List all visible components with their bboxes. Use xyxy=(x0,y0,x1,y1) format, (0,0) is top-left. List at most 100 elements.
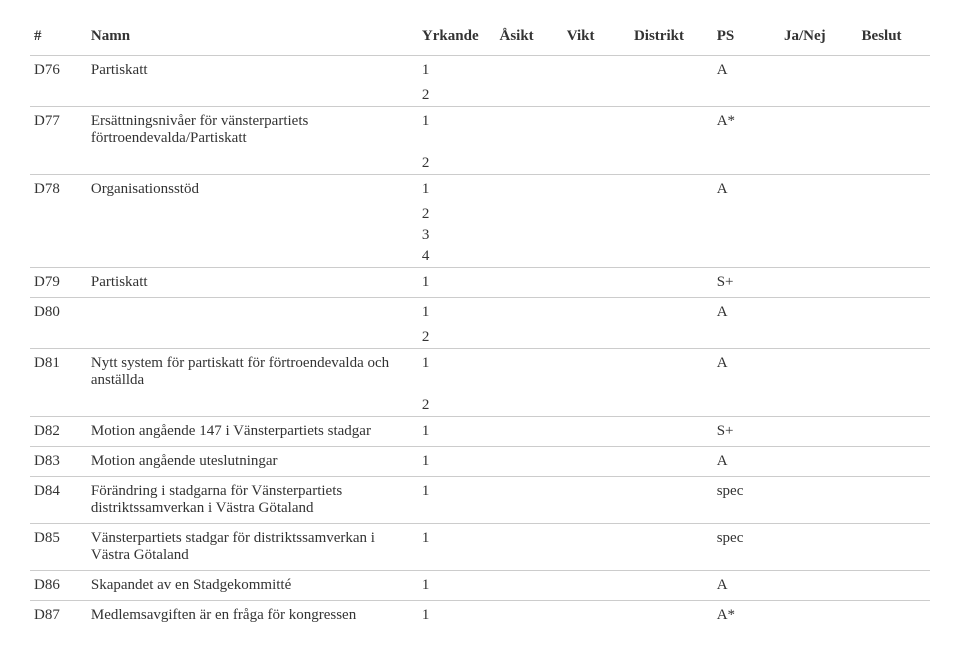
cell-distrikt xyxy=(630,601,713,631)
cell-id: D77 xyxy=(30,107,87,154)
cell-beslut xyxy=(858,225,930,246)
cell-namn xyxy=(87,85,418,107)
cell-beslut xyxy=(858,349,930,396)
table-row: D85Vänsterpartiets stadgar för distrikts… xyxy=(30,524,930,571)
cell-namn xyxy=(87,246,418,268)
data-table: # Namn Yrkande Åsikt Vikt Distrikt PS Ja… xyxy=(30,20,930,630)
cell-id xyxy=(30,246,87,268)
cell-janej xyxy=(780,85,858,107)
cell-vikt xyxy=(563,153,630,175)
header-beslut: Beslut xyxy=(858,20,930,56)
cell-ps: A xyxy=(713,298,780,328)
cell-asikt xyxy=(496,298,563,328)
cell-distrikt xyxy=(630,349,713,396)
cell-distrikt xyxy=(630,327,713,349)
cell-yrkande: 1 xyxy=(418,447,496,477)
cell-id: D85 xyxy=(30,524,87,571)
cell-namn: Skapandet av en Stadgekommitté xyxy=(87,571,418,601)
cell-id: D79 xyxy=(30,268,87,298)
cell-distrikt xyxy=(630,153,713,175)
cell-yrkande: 1 xyxy=(418,524,496,571)
cell-yrkande: 2 xyxy=(418,85,496,107)
cell-namn: Motion angående 147 i Vänsterpartiets st… xyxy=(87,417,418,447)
cell-janej xyxy=(780,225,858,246)
header-yrkande: Yrkande xyxy=(418,20,496,56)
table-row: 3 xyxy=(30,225,930,246)
header-distrikt: Distrikt xyxy=(630,20,713,56)
cell-vikt xyxy=(563,56,630,86)
cell-asikt xyxy=(496,268,563,298)
cell-beslut xyxy=(858,447,930,477)
cell-janej xyxy=(780,298,858,328)
cell-yrkande: 1 xyxy=(418,477,496,524)
cell-asikt xyxy=(496,349,563,396)
cell-id: D83 xyxy=(30,447,87,477)
cell-yrkande: 2 xyxy=(418,153,496,175)
cell-asikt xyxy=(496,204,563,225)
cell-beslut xyxy=(858,571,930,601)
cell-vikt xyxy=(563,85,630,107)
cell-janej xyxy=(780,268,858,298)
cell-distrikt xyxy=(630,395,713,417)
cell-janej xyxy=(780,107,858,154)
cell-janej xyxy=(780,175,858,205)
cell-ps xyxy=(713,204,780,225)
cell-ps xyxy=(713,246,780,268)
cell-beslut xyxy=(858,298,930,328)
cell-asikt xyxy=(496,571,563,601)
cell-asikt xyxy=(496,225,563,246)
cell-asikt xyxy=(496,601,563,631)
cell-ps: spec xyxy=(713,477,780,524)
cell-vikt xyxy=(563,601,630,631)
cell-namn: Partiskatt xyxy=(87,268,418,298)
cell-yrkande: 1 xyxy=(418,175,496,205)
cell-beslut xyxy=(858,204,930,225)
cell-ps xyxy=(713,85,780,107)
cell-vikt xyxy=(563,447,630,477)
cell-beslut xyxy=(858,153,930,175)
cell-yrkande: 1 xyxy=(418,298,496,328)
header-namn: Namn xyxy=(87,20,418,56)
cell-namn: Vänsterpartiets stadgar för distriktssam… xyxy=(87,524,418,571)
cell-janej xyxy=(780,204,858,225)
cell-asikt xyxy=(496,85,563,107)
cell-janej xyxy=(780,524,858,571)
cell-janej xyxy=(780,327,858,349)
cell-vikt xyxy=(563,204,630,225)
cell-distrikt xyxy=(630,204,713,225)
cell-vikt xyxy=(563,268,630,298)
cell-id: D84 xyxy=(30,477,87,524)
cell-ps: spec xyxy=(713,524,780,571)
cell-yrkande: 1 xyxy=(418,56,496,86)
cell-namn: Motion angående uteslutningar xyxy=(87,447,418,477)
cell-yrkande: 1 xyxy=(418,107,496,154)
cell-ps: A xyxy=(713,56,780,86)
cell-id xyxy=(30,85,87,107)
cell-beslut xyxy=(858,417,930,447)
cell-namn: Partiskatt xyxy=(87,56,418,86)
header-hash: # xyxy=(30,20,87,56)
table-row: D83Motion angående uteslutningar1A xyxy=(30,447,930,477)
table-row: 2 xyxy=(30,85,930,107)
cell-yrkande: 1 xyxy=(418,571,496,601)
cell-asikt xyxy=(496,417,563,447)
cell-id: D82 xyxy=(30,417,87,447)
cell-vikt xyxy=(563,571,630,601)
cell-janej xyxy=(780,395,858,417)
cell-distrikt xyxy=(630,417,713,447)
cell-asikt xyxy=(496,395,563,417)
cell-namn: Nytt system för partiskatt för förtroend… xyxy=(87,349,418,396)
cell-namn xyxy=(87,327,418,349)
cell-yrkande: 1 xyxy=(418,349,496,396)
header-row: # Namn Yrkande Åsikt Vikt Distrikt PS Ja… xyxy=(30,20,930,56)
cell-janej xyxy=(780,477,858,524)
cell-asikt xyxy=(496,477,563,524)
cell-distrikt xyxy=(630,447,713,477)
cell-beslut xyxy=(858,395,930,417)
cell-beslut xyxy=(858,524,930,571)
cell-namn: Organisationsstöd xyxy=(87,175,418,205)
cell-id: D76 xyxy=(30,56,87,86)
header-janej: Ja/Nej xyxy=(780,20,858,56)
cell-yrkande: 4 xyxy=(418,246,496,268)
cell-vikt xyxy=(563,477,630,524)
